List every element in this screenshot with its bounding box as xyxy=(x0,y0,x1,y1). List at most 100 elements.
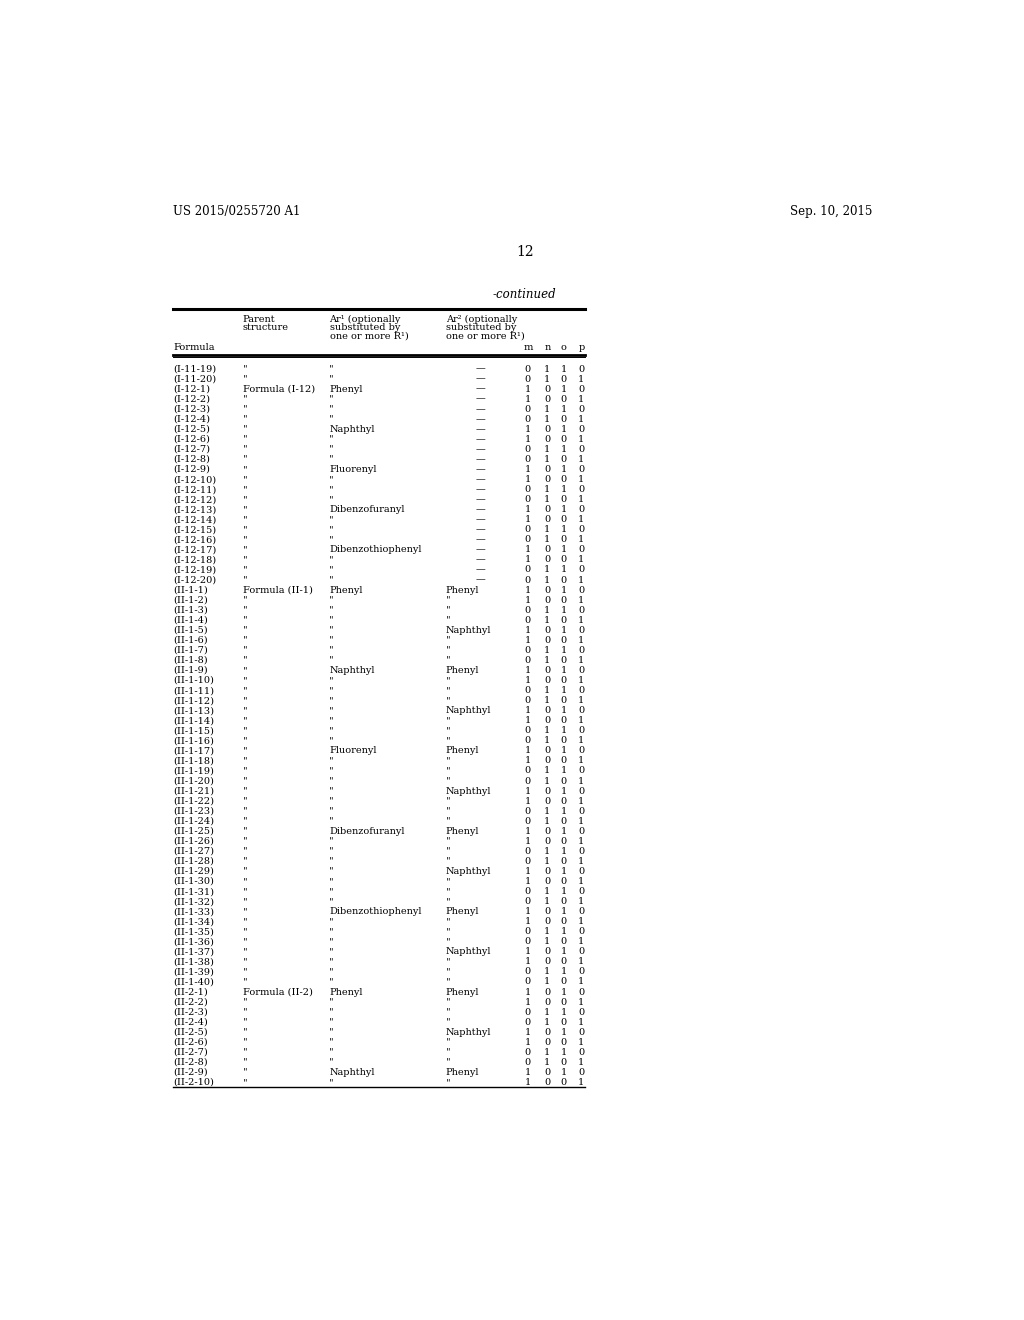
Text: 1: 1 xyxy=(560,746,566,755)
Text: -continued: -continued xyxy=(493,288,557,301)
Text: ": " xyxy=(243,565,248,574)
Text: 1: 1 xyxy=(560,1028,566,1036)
Text: 1: 1 xyxy=(524,948,531,956)
Text: 1: 1 xyxy=(579,414,585,424)
Text: (II-1-36): (II-1-36) xyxy=(173,937,214,946)
Text: (II-1-28): (II-1-28) xyxy=(173,857,214,866)
Text: 0: 0 xyxy=(579,586,585,594)
Text: 1: 1 xyxy=(579,937,585,946)
Text: ": " xyxy=(243,876,248,886)
Text: 1: 1 xyxy=(579,475,585,484)
Text: 1: 1 xyxy=(524,826,531,836)
Text: 1: 1 xyxy=(524,998,531,1007)
Text: ": " xyxy=(243,867,248,876)
Text: 1: 1 xyxy=(560,565,566,574)
Text: ": " xyxy=(243,978,248,986)
Text: Fluorenyl: Fluorenyl xyxy=(330,746,377,755)
Text: 1: 1 xyxy=(524,384,531,393)
Text: 1: 1 xyxy=(560,586,566,594)
Text: 1: 1 xyxy=(544,696,551,705)
Text: 1: 1 xyxy=(579,1057,585,1067)
Text: 1: 1 xyxy=(524,506,531,515)
Text: ": " xyxy=(243,756,248,766)
Text: 0: 0 xyxy=(525,857,531,866)
Text: 0: 0 xyxy=(560,676,566,685)
Text: (II-1-4): (II-1-4) xyxy=(173,615,208,624)
Text: 0: 0 xyxy=(579,787,585,796)
Text: (I-12-2): (I-12-2) xyxy=(173,395,210,404)
Text: —: — xyxy=(476,525,485,535)
Text: ": " xyxy=(243,465,248,474)
Text: ": " xyxy=(445,847,451,855)
Text: ": " xyxy=(243,717,248,725)
Text: 0: 0 xyxy=(579,405,585,413)
Text: 0: 0 xyxy=(579,726,585,735)
Text: ": " xyxy=(243,434,248,444)
Text: (I-12-20): (I-12-20) xyxy=(173,576,216,585)
Text: —: — xyxy=(476,565,485,574)
Text: 0: 0 xyxy=(579,1048,585,1057)
Text: ": " xyxy=(243,556,248,565)
Text: 1: 1 xyxy=(544,414,551,424)
Text: 0: 0 xyxy=(560,615,566,624)
Text: 1: 1 xyxy=(560,384,566,393)
Text: 0: 0 xyxy=(544,998,550,1007)
Text: 0: 0 xyxy=(579,425,585,434)
Text: —: — xyxy=(476,515,485,524)
Text: 0: 0 xyxy=(544,837,550,846)
Text: ": " xyxy=(330,737,334,746)
Text: Ar² (optionally: Ar² (optionally xyxy=(445,314,517,323)
Text: ": " xyxy=(330,414,334,424)
Text: 1: 1 xyxy=(544,807,551,816)
Text: 1: 1 xyxy=(544,645,551,655)
Text: 1: 1 xyxy=(560,364,566,374)
Text: 1: 1 xyxy=(524,595,531,605)
Text: ": " xyxy=(445,837,451,846)
Text: 0: 0 xyxy=(560,595,566,605)
Text: ": " xyxy=(243,676,248,685)
Text: ": " xyxy=(243,667,248,675)
Text: (II-1-24): (II-1-24) xyxy=(173,817,214,826)
Text: Formula (II-2): Formula (II-2) xyxy=(243,987,312,997)
Text: 0: 0 xyxy=(544,706,550,715)
Text: ": " xyxy=(330,1078,334,1086)
Text: 0: 0 xyxy=(544,787,550,796)
Text: 1: 1 xyxy=(544,978,551,986)
Text: 0: 0 xyxy=(579,484,585,494)
Text: (I-12-3): (I-12-3) xyxy=(173,405,210,413)
Text: 0: 0 xyxy=(544,506,550,515)
Text: ": " xyxy=(445,898,451,906)
Text: 0: 0 xyxy=(544,796,550,805)
Text: 1: 1 xyxy=(544,927,551,936)
Text: ": " xyxy=(243,796,248,805)
Text: ": " xyxy=(330,1048,334,1057)
Text: ": " xyxy=(243,927,248,936)
Text: ": " xyxy=(330,706,334,715)
Text: 0: 0 xyxy=(544,987,550,997)
Text: ": " xyxy=(243,696,248,705)
Text: —: — xyxy=(476,545,485,554)
Text: 1: 1 xyxy=(544,817,551,826)
Text: 0: 0 xyxy=(525,978,531,986)
Text: (II-1-30): (II-1-30) xyxy=(173,876,214,886)
Text: 1: 1 xyxy=(579,917,585,927)
Text: 0: 0 xyxy=(560,817,566,826)
Text: 0: 0 xyxy=(560,414,566,424)
Text: Phenyl: Phenyl xyxy=(445,586,479,594)
Text: (II-1-7): (II-1-7) xyxy=(173,645,208,655)
Text: 1: 1 xyxy=(579,756,585,766)
Text: ": " xyxy=(243,506,248,515)
Text: (II-2-7): (II-2-7) xyxy=(173,1048,208,1057)
Text: 0: 0 xyxy=(579,907,585,916)
Text: 1: 1 xyxy=(560,405,566,413)
Text: ": " xyxy=(445,796,451,805)
Text: 0: 0 xyxy=(579,706,585,715)
Text: ": " xyxy=(243,907,248,916)
Text: 0: 0 xyxy=(579,968,585,977)
Text: ": " xyxy=(243,425,248,434)
Text: 0: 0 xyxy=(525,1018,531,1027)
Text: ": " xyxy=(330,837,334,846)
Text: ": " xyxy=(330,978,334,986)
Text: ": " xyxy=(330,787,334,796)
Text: 1: 1 xyxy=(524,626,531,635)
